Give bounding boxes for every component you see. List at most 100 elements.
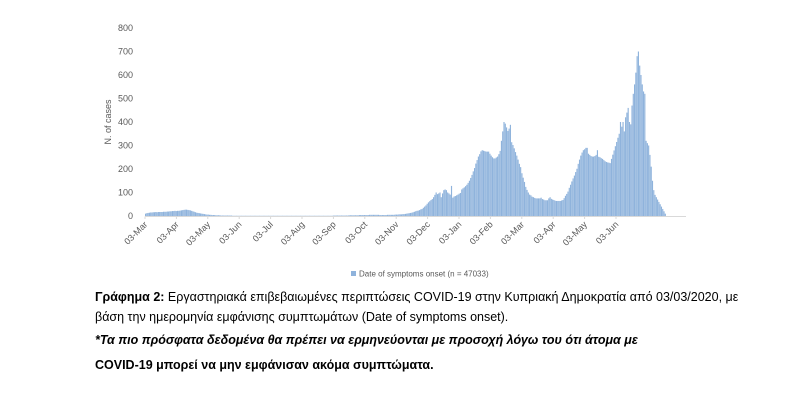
bar <box>156 212 158 216</box>
bar <box>146 213 148 216</box>
bar <box>416 210 418 216</box>
bar <box>470 177 472 216</box>
bar <box>449 194 451 216</box>
bar <box>498 154 500 216</box>
bar <box>360 215 362 216</box>
bar <box>619 122 622 216</box>
bar <box>657 199 659 216</box>
legend-swatch <box>351 271 356 276</box>
bar <box>183 209 185 216</box>
bar <box>562 200 564 216</box>
bar <box>521 173 523 216</box>
bar <box>468 180 471 216</box>
bar <box>490 155 492 216</box>
bar <box>397 214 399 216</box>
bar <box>516 155 518 216</box>
bar <box>605 161 607 216</box>
bar <box>185 209 188 216</box>
bar <box>389 214 391 216</box>
bar <box>567 191 569 216</box>
bar <box>640 75 642 216</box>
x-tick-label: 03-Jun <box>594 219 621 246</box>
bar <box>548 198 550 217</box>
bar <box>456 195 458 216</box>
bar <box>444 189 446 216</box>
bar <box>202 213 204 216</box>
bar <box>427 202 430 216</box>
bar <box>196 212 198 216</box>
bar <box>596 150 599 216</box>
bar <box>602 158 604 216</box>
bar <box>200 213 202 216</box>
bar <box>166 211 168 216</box>
bar <box>561 200 563 216</box>
bar <box>523 181 526 216</box>
bar <box>609 163 611 217</box>
bar <box>205 214 207 216</box>
bar <box>369 214 371 216</box>
bar <box>407 213 409 216</box>
bar <box>217 215 220 216</box>
bar <box>361 215 363 216</box>
bar <box>584 149 586 216</box>
bar <box>513 148 515 216</box>
bar <box>349 215 351 216</box>
bar <box>147 212 149 216</box>
bar <box>367 215 369 216</box>
bar <box>159 212 161 216</box>
bar <box>178 210 180 216</box>
bar <box>476 160 478 216</box>
bar <box>201 213 203 216</box>
bar <box>576 168 578 216</box>
bar <box>662 208 664 216</box>
bar <box>591 156 593 216</box>
bar <box>383 215 385 216</box>
bar <box>646 143 648 216</box>
bar <box>366 215 368 216</box>
bar <box>448 193 450 216</box>
bar <box>536 198 538 217</box>
bar <box>175 211 177 216</box>
legend-label: Date of symptoms onset (n = 47033) <box>359 270 489 279</box>
bar <box>610 158 613 216</box>
bar <box>532 197 535 216</box>
bar <box>660 206 663 216</box>
bar <box>162 211 165 216</box>
y-tick-label: 400 <box>118 117 133 127</box>
bar <box>587 153 590 216</box>
bar <box>436 194 439 216</box>
bar <box>566 193 568 216</box>
bar <box>386 214 389 216</box>
bar <box>511 142 513 216</box>
bar <box>457 194 459 216</box>
bar <box>631 105 633 216</box>
bar <box>558 200 560 216</box>
x-axis: 03-Mar 03-Apr 03-May 03-Jun 03-Jul 03-Aug 03-S… <box>122 216 621 248</box>
bar <box>374 214 376 216</box>
bar <box>649 154 651 216</box>
bar <box>150 212 152 216</box>
bar <box>625 117 627 216</box>
bar <box>412 212 414 216</box>
bar <box>491 157 494 216</box>
bar <box>466 184 468 216</box>
bar <box>529 194 531 216</box>
bar <box>595 154 597 216</box>
bar <box>422 207 424 216</box>
bar <box>376 214 378 216</box>
bar <box>411 212 413 216</box>
bar <box>153 212 156 216</box>
bar <box>385 215 387 216</box>
x-tick-label: 03-Apr <box>155 219 181 245</box>
bar <box>180 210 182 216</box>
bar <box>626 112 628 216</box>
bar <box>544 200 546 216</box>
bar <box>425 205 427 216</box>
bar <box>534 197 536 216</box>
bar <box>193 211 195 216</box>
bar <box>390 214 392 216</box>
y-axis-title: N. of cases <box>103 99 113 145</box>
bar <box>203 214 206 216</box>
bar <box>549 197 551 216</box>
bar <box>537 198 540 217</box>
